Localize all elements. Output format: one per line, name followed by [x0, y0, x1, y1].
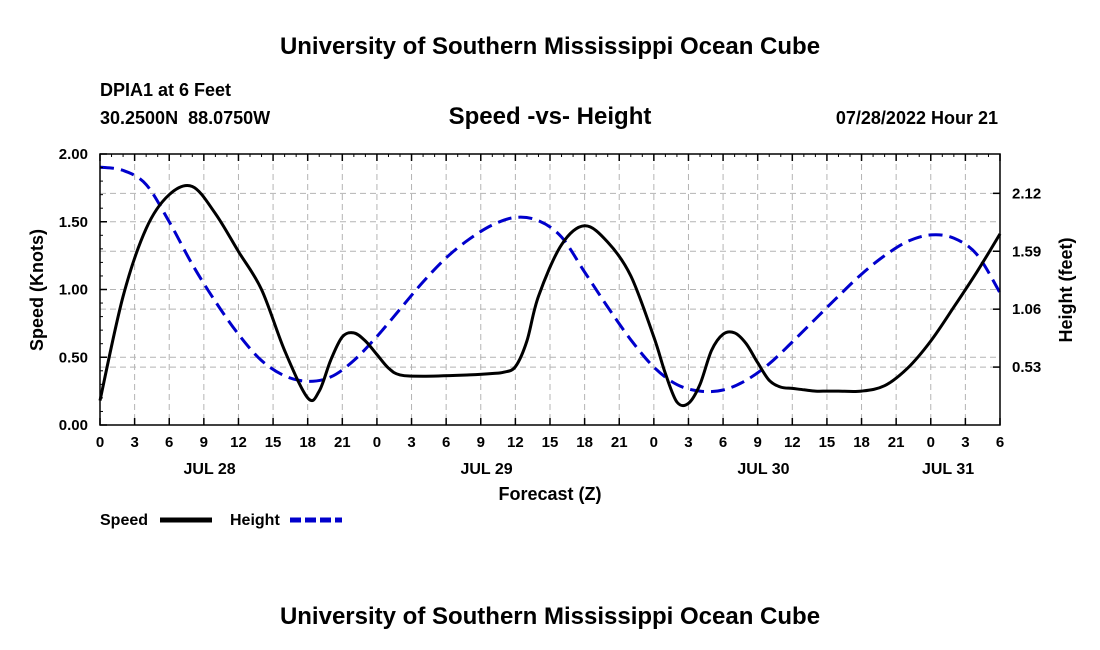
x-tick-label: 6: [442, 434, 450, 451]
y-right-tick-label: 2.12: [1012, 185, 1041, 202]
x-tick-label: 3: [407, 434, 415, 451]
x-tick-label: 6: [165, 434, 173, 451]
x-date-label: JUL 30: [737, 461, 789, 478]
x-tick-label: 18: [299, 434, 316, 451]
y-right-tick-label: 1.59: [1012, 243, 1041, 260]
y-right-tick-label: 0.53: [1012, 359, 1041, 376]
x-tick-label: 3: [961, 434, 969, 451]
x-date-label: JUL 28: [184, 461, 236, 478]
x-tick-label: 21: [888, 434, 905, 451]
axes: 0 3 6 9 12 15 18 21 0 3 6 9 12 15 18 21 0 3 6 9 12 15 18 21 0 3 6 0…: [59, 146, 1041, 478]
x-tick-label: 0: [650, 434, 658, 451]
grid: [100, 154, 1000, 425]
x-tick-label: 15: [819, 434, 836, 451]
legend-height-label: Height: [230, 512, 280, 529]
x-tick-label: 0: [373, 434, 381, 451]
x-tick-label: 21: [611, 434, 628, 451]
x-tick-label: 12: [507, 434, 524, 451]
x-tick-label: 9: [754, 434, 762, 451]
series-line-speed: [98, 183, 1002, 408]
x-tick-label: 6: [996, 434, 1004, 451]
x-tick-label: 12: [230, 434, 247, 451]
x-date-label: JUL 31: [922, 461, 974, 478]
x-date-label: JUL 29: [460, 461, 512, 478]
x-tick-label: 18: [576, 434, 593, 451]
y-axis-right-label: Height (feet): [1056, 238, 1076, 343]
legend: Speed Height: [100, 512, 342, 529]
station-coords: 30.2500N 88.0750W: [100, 108, 270, 128]
footer-title: University of Southern Mississippi Ocean…: [280, 603, 820, 630]
series-layer: [98, 165, 1002, 408]
x-tick-label: 3: [684, 434, 692, 451]
y-left-tick-label: 0.50: [59, 349, 88, 366]
chart-subtitle: Speed -vs- Height: [449, 103, 652, 130]
main-title: University of Southern Mississippi Ocean…: [280, 33, 820, 60]
x-tick-label: 0: [96, 434, 104, 451]
x-tick-label: 15: [542, 434, 559, 451]
x-tick-label: 15: [265, 434, 282, 451]
x-tick-label: 12: [784, 434, 801, 451]
x-tick-label: 9: [477, 434, 485, 451]
station-label: DPIA1 at 6 Feet: [100, 80, 231, 100]
y-left-tick-label: 2.00: [59, 146, 88, 163]
y-left-tick-label: 1.50: [59, 214, 88, 231]
y-axis-left-label: Speed (Knots): [27, 229, 47, 351]
x-axis-label: Forecast (Z): [498, 484, 601, 504]
x-tick-label: 3: [130, 434, 138, 451]
x-tick-label: 9: [200, 434, 208, 451]
series-line-height: [99, 165, 1002, 394]
legend-speed-label: Speed: [100, 512, 148, 529]
x-tick-label: 21: [334, 434, 351, 451]
x-tick-label: 0: [927, 434, 935, 451]
y-left-tick-label: 1.00: [59, 282, 88, 299]
y-right-tick-label: 1.06: [1012, 301, 1041, 318]
x-tick-label: 6: [719, 434, 727, 451]
y-left-tick-label: 0.00: [59, 417, 88, 434]
x-tick-label: 18: [853, 434, 870, 451]
forecast-datetime: 07/28/2022 Hour 21: [836, 108, 998, 128]
